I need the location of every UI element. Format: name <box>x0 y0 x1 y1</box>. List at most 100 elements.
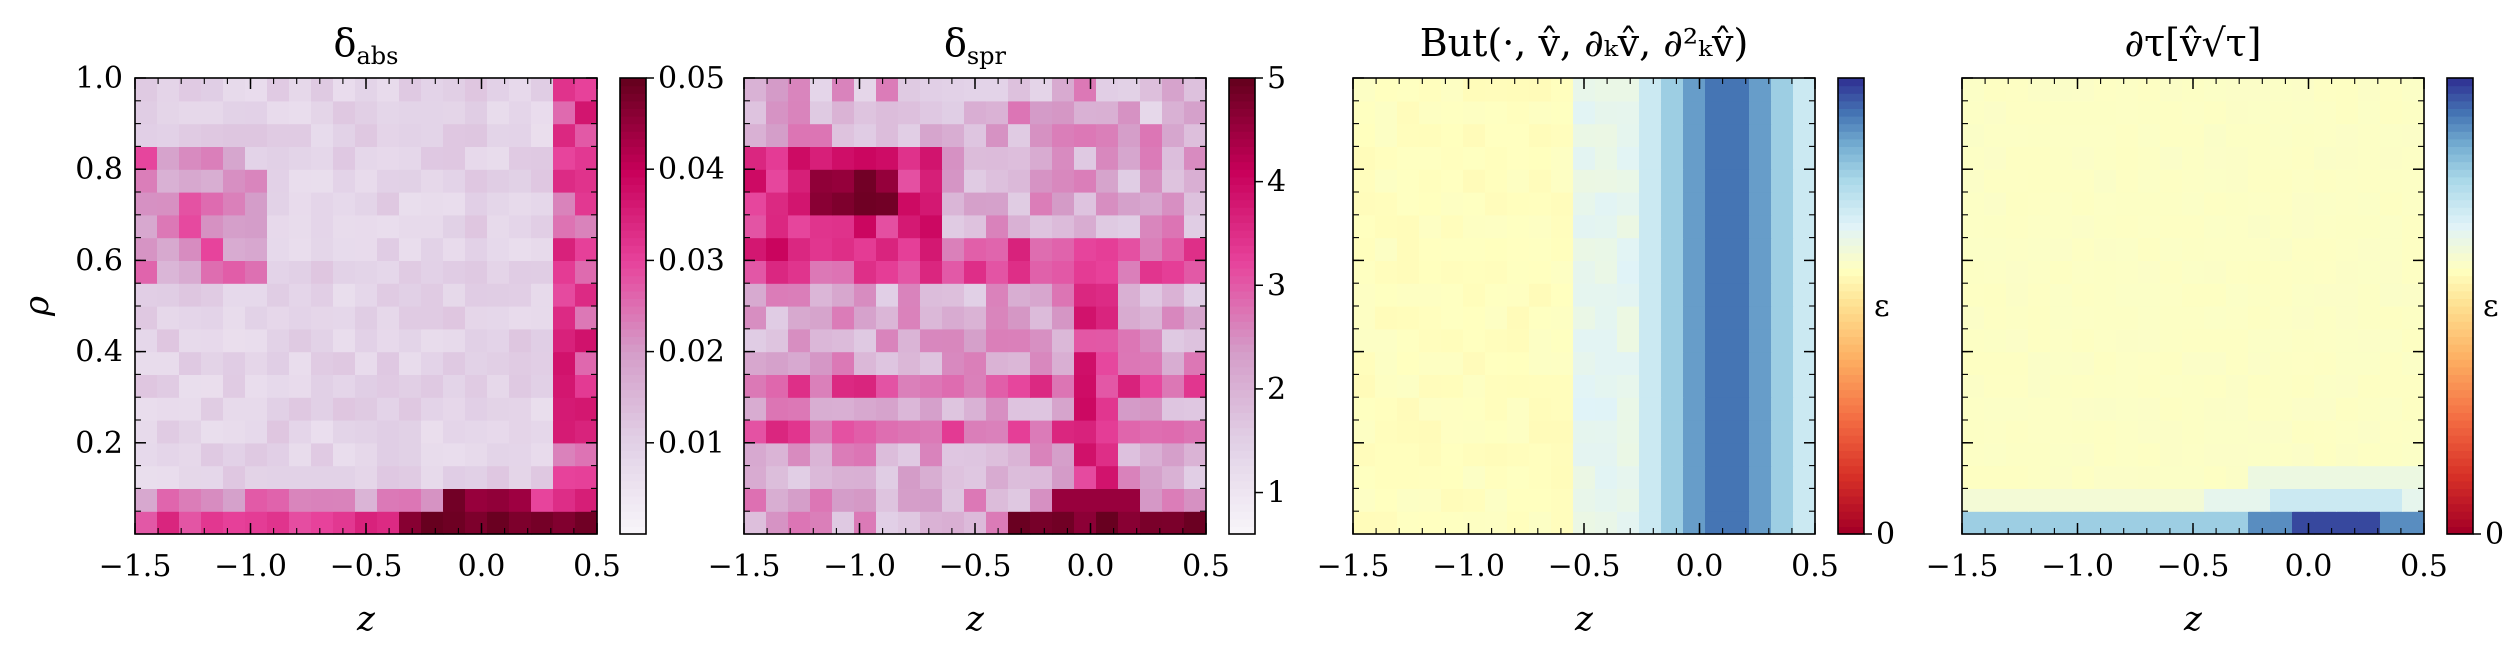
heatmap-cell <box>1463 169 1486 193</box>
heatmap-cell <box>1793 192 1816 216</box>
colorbar-step <box>1229 237 1255 246</box>
heatmap-cell <box>1595 351 1618 375</box>
heatmap-cell <box>2094 442 2117 467</box>
heatmap-cell <box>179 260 202 284</box>
heatmap-cell <box>2094 488 2117 512</box>
heatmap-cell <box>854 351 877 375</box>
heatmap-cell <box>2050 328 2073 353</box>
colorbar-step <box>1838 169 1864 178</box>
heatmap-cell <box>1162 511 1185 535</box>
heatmap-cell <box>2072 169 2095 193</box>
heatmap-cell <box>2006 397 2029 421</box>
heatmap-cell <box>2380 397 2403 421</box>
heatmap-cell <box>2160 374 2183 398</box>
heatmap-cell <box>377 169 400 193</box>
heatmap-cell <box>1419 511 1442 535</box>
colorbar-step <box>2447 154 2473 163</box>
heatmap-cell <box>1727 283 1750 307</box>
heatmap-cell <box>1507 442 1530 467</box>
heatmap-cell <box>443 328 466 353</box>
heatmap-cell <box>1771 488 1794 512</box>
heatmap-cell <box>1727 100 1750 125</box>
heatmap-cell <box>2380 123 2403 147</box>
colorbar-step <box>1229 366 1255 375</box>
heatmap-cell <box>421 351 444 375</box>
colorbar-step <box>1838 78 1864 87</box>
colorbar-step <box>1229 199 1255 208</box>
heatmap-cell <box>2226 488 2249 512</box>
heatmap-cell <box>1661 442 1684 467</box>
colorbar-step <box>1229 100 1255 109</box>
heatmap-cell <box>1353 420 1376 444</box>
heatmap-cell <box>1096 442 1119 467</box>
heatmap-cell <box>1639 306 1662 330</box>
heatmap-cell <box>487 488 510 512</box>
heatmap-cell <box>201 420 224 444</box>
colorbar-step <box>620 412 646 421</box>
heatmap-cell <box>766 465 789 489</box>
heatmap-cell <box>1793 169 1816 193</box>
heatmap-cell <box>1962 169 1985 193</box>
heatmap-cell <box>2204 100 2227 125</box>
heatmap-cell <box>1573 306 1596 330</box>
x-tick-label: −0.5 <box>939 549 1012 584</box>
colorbar-frame <box>1228 77 1256 535</box>
heatmap-cell <box>2270 146 2293 170</box>
heatmap-cell <box>531 420 554 444</box>
colorbar-step <box>1838 374 1864 383</box>
heatmap-cell <box>898 442 921 467</box>
heatmap-cell <box>135 488 158 512</box>
heatmap-cell <box>2358 374 2381 398</box>
heatmap-cell <box>810 192 833 216</box>
heatmap-cell <box>1140 260 1163 284</box>
heatmap-cell <box>2314 351 2337 375</box>
heatmap-cell <box>135 374 158 398</box>
heatmap-cell <box>832 306 855 330</box>
heatmap-cell <box>509 169 532 193</box>
heatmap-cell <box>1529 260 1552 284</box>
heatmap-cell <box>1661 420 1684 444</box>
heatmap-cell <box>1771 442 1794 467</box>
heatmap-cell <box>2138 214 2161 239</box>
heatmap-cell <box>1683 397 1706 421</box>
heatmap-cell <box>223 192 246 216</box>
colorbar-step <box>620 260 646 269</box>
colorbar-step <box>1229 374 1255 383</box>
heatmap-cell <box>1551 123 1574 147</box>
colorbar-step <box>620 290 646 299</box>
heatmap-cell <box>1529 192 1552 216</box>
heatmap-cell <box>1962 442 1985 467</box>
heatmap-cell <box>964 397 987 421</box>
heatmap-cell <box>2138 465 2161 489</box>
heatmap-cell <box>2292 100 2315 125</box>
heatmap-cell <box>553 78 576 102</box>
heatmap-cell <box>1485 351 1508 375</box>
heatmap-cell <box>2380 420 2403 444</box>
heatmap-cell <box>1118 488 1141 512</box>
heatmap-cell <box>2160 123 2183 147</box>
heatmap-cell <box>920 260 943 284</box>
heatmap-cell <box>333 328 356 353</box>
heatmap-cell <box>2182 306 2205 330</box>
heatmap-cell <box>553 306 576 330</box>
colorbar-step <box>1229 146 1255 155</box>
heatmap-cell <box>2204 169 2227 193</box>
heatmap-cell <box>1661 123 1684 147</box>
heatmap-cell <box>1184 351 1207 375</box>
heatmap-cell <box>1118 237 1141 261</box>
heatmap-cell <box>1705 78 1728 102</box>
heatmap-cell <box>1118 123 1141 147</box>
heatmap-cell <box>1749 260 1772 284</box>
colorbar-step <box>1838 412 1864 421</box>
heatmap-cell <box>2116 260 2139 284</box>
heatmap-cell <box>2204 237 2227 261</box>
heatmap-cell <box>1771 306 1794 330</box>
heatmap-cell <box>2314 420 2337 444</box>
x-tick-label: −1.0 <box>2041 549 2114 584</box>
colorbar-step <box>1229 503 1255 512</box>
heatmap-cell <box>2028 192 2051 216</box>
heatmap-cell <box>1140 374 1163 398</box>
heatmap-cell <box>289 283 312 307</box>
heatmap-cell <box>1074 351 1097 375</box>
heatmap-cell <box>399 328 422 353</box>
